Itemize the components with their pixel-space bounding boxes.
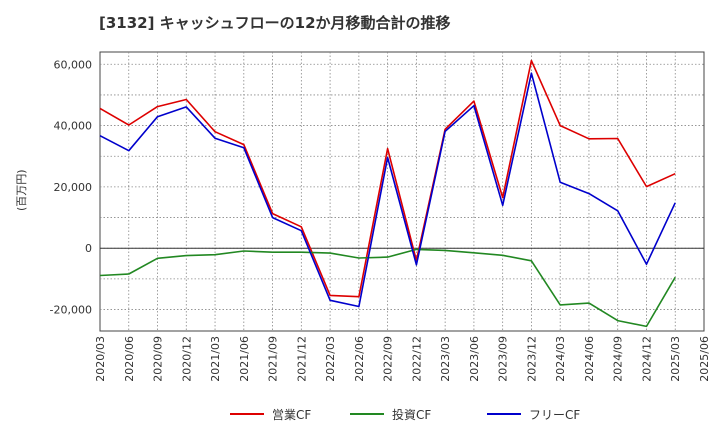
x-tick-label: 2024/09: [612, 336, 625, 382]
x-tick-label: 2021/09: [267, 336, 280, 382]
x-tick-label: 2021/06: [238, 336, 251, 382]
x-tick-label: 2020/06: [123, 336, 136, 382]
series-lines: [99, 59, 676, 328]
x-tick-label: 2020/12: [180, 336, 193, 382]
chart-title: [3132] キャッシュフローの12か月移動合計の推移: [99, 14, 451, 32]
x-tick-label: 2025/03: [669, 336, 682, 382]
x-tick-label: 2024/03: [554, 336, 567, 382]
x-tick-label: 2022/09: [382, 336, 395, 382]
plot-area: [99, 51, 705, 332]
y-tick-label: -20,000: [50, 304, 92, 317]
legend: 営業CF 投資CF フリーCF: [230, 407, 580, 422]
legend-label-1: 営業CF: [272, 408, 311, 422]
legend-label-3: フリーCF: [529, 408, 580, 422]
x-tick-label: 2022/03: [324, 336, 337, 382]
x-tick-label: 2021/03: [209, 336, 222, 382]
x-tick-label: 2022/12: [410, 336, 423, 382]
x-tick-label: 2024/12: [640, 336, 653, 382]
y-tick-label: 0: [85, 242, 92, 255]
x-tick-label: 2023/09: [497, 336, 510, 382]
x-tick-label: 2023/12: [525, 336, 538, 382]
x-tick-label: 2025/06: [698, 336, 711, 382]
y-tick-label: 60,000: [54, 58, 93, 71]
series-line-1: [99, 59, 676, 298]
series-line-2: [99, 248, 676, 328]
grid-lines: [100, 52, 704, 331]
legend-label-2: 投資CF: [392, 407, 431, 422]
x-tick-label: 2020/03: [94, 336, 107, 382]
x-tick-label: 2020/09: [152, 336, 165, 382]
x-tick-label: 2023/03: [439, 336, 452, 382]
x-tick-label: 2024/06: [583, 336, 596, 382]
x-tick-label: 2022/06: [353, 336, 366, 382]
axis-ticks: 60,000 40,000 20,000 0 -20,000 2020/03 2020/06…: [50, 58, 711, 381]
y-tick-label: 40,000: [54, 120, 93, 133]
series-line-3: [99, 72, 676, 308]
y-tick-label: 20,000: [54, 181, 93, 194]
x-tick-label: 2021/12: [295, 336, 308, 382]
x-tick-label: 2023/06: [468, 336, 481, 382]
